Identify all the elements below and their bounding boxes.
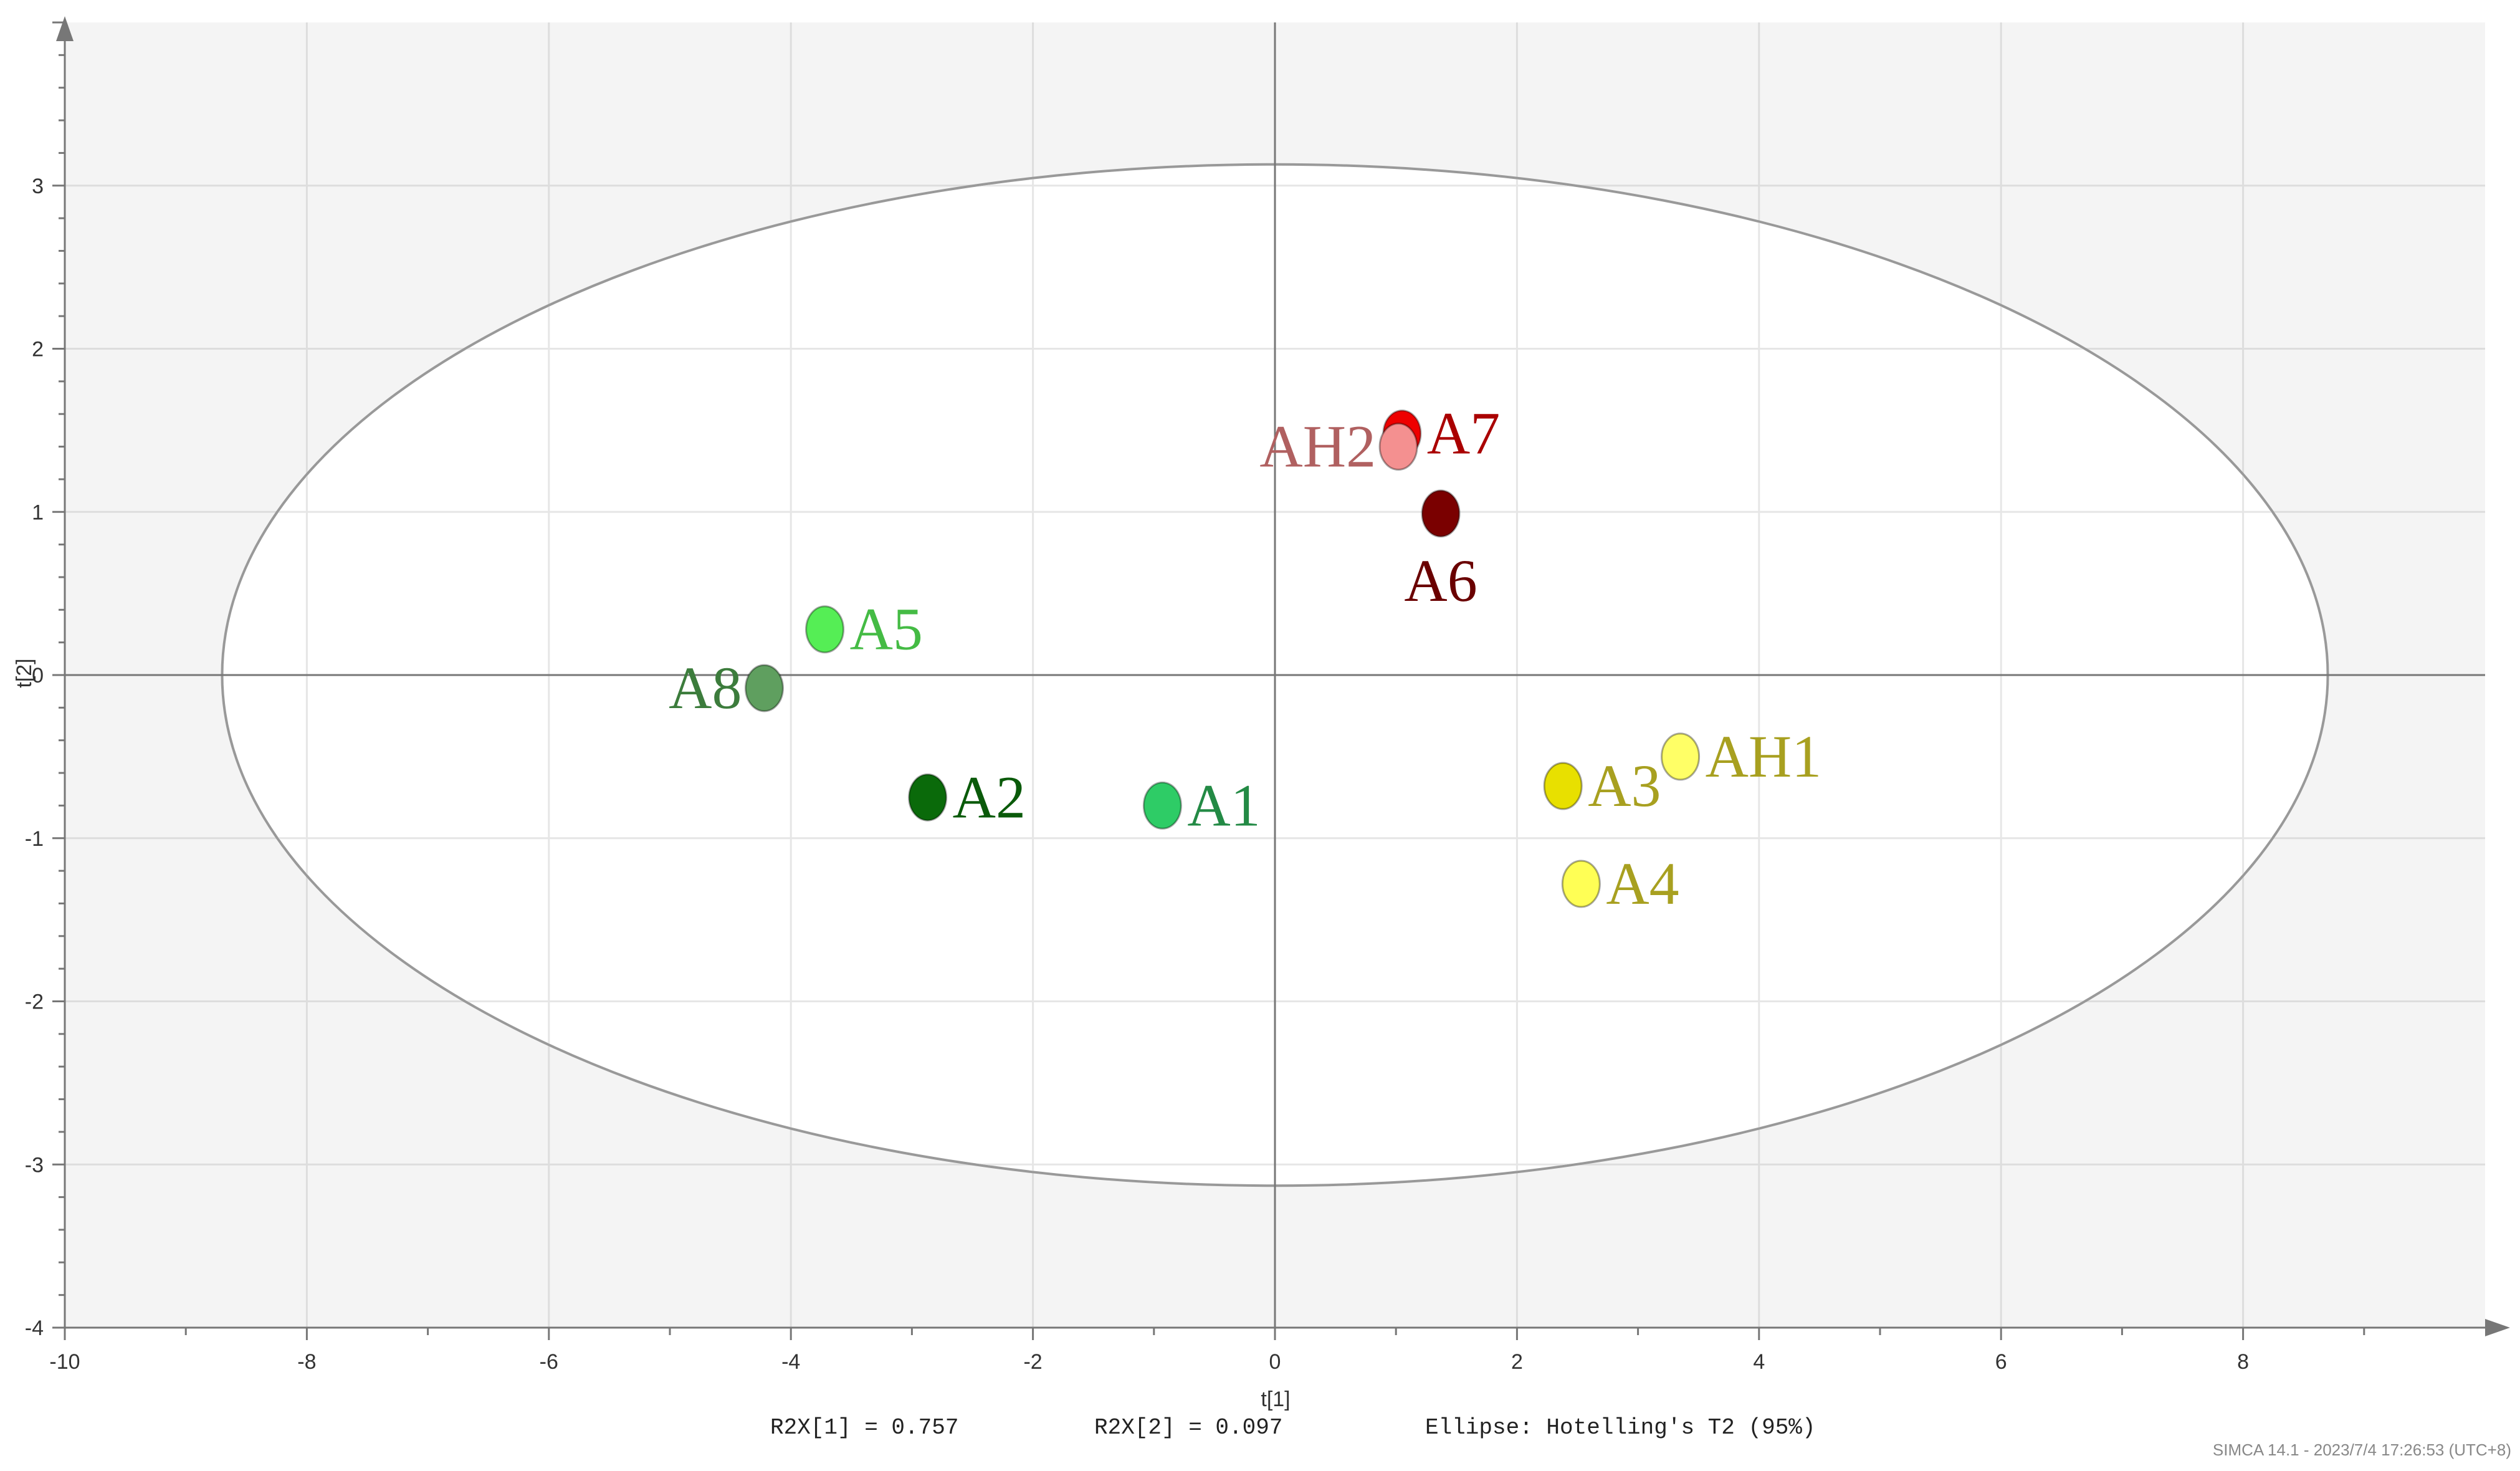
point-label-a3: A3	[1588, 752, 1661, 819]
x-tick-label: 0	[1269, 1350, 1281, 1374]
point-a1	[1142, 781, 1182, 830]
point-label-a4: A4	[1606, 850, 1679, 917]
x-tick-label: -8	[297, 1350, 316, 1374]
point-label-a6: A6	[1404, 547, 1477, 614]
software-credit: SIMCA 14.1 - 2023/7/4 17:26:53 (UTC+8)	[2213, 1440, 2511, 1459]
point-label-a1: A1	[1187, 772, 1260, 838]
y-axis-arrow	[56, 16, 74, 41]
r2x1-annotation: R2X[1] = 0.757	[770, 1415, 958, 1440]
x-tick-label: 4	[1753, 1350, 1765, 1374]
point-label-a2: A2	[953, 764, 1026, 830]
y-tick-label: -4	[25, 1316, 44, 1340]
y-tick-labels: -4 -3 -2 -1 0 1 2 3	[25, 175, 44, 1340]
ellipse-annotation: Ellipse: Hotelling's T2 (95%)	[1425, 1415, 1816, 1440]
r2x2-annotation: R2X[2] = 0.097	[1094, 1415, 1282, 1440]
point-a3	[1543, 762, 1583, 810]
axes	[52, 16, 2510, 1340]
point-ah1	[1661, 732, 1701, 781]
zero-lines	[65, 22, 2485, 1328]
x-tick-label: -6	[540, 1350, 558, 1374]
x-tick-label: 8	[2237, 1350, 2249, 1374]
x-tick-label: 2	[1511, 1350, 1523, 1374]
data-points	[744, 410, 1701, 908]
point-label-a7: A7	[1427, 400, 1500, 467]
point-ah2	[1378, 423, 1418, 471]
y-tick-label: -2	[25, 990, 44, 1014]
x-tick-label: -2	[1023, 1350, 1042, 1374]
y-axis-title: t[2]	[12, 658, 36, 688]
x-tick-label: 6	[1995, 1350, 2007, 1374]
x-tick-label: -4	[781, 1350, 800, 1374]
y-tick-label: 1	[32, 501, 44, 524]
point-labels: A7 AH2 A6 A5 A8 A2 A1 A3 AH1 A4	[669, 400, 1821, 917]
y-tick-label: -3	[25, 1153, 44, 1177]
point-label-ah2: AH2	[1259, 413, 1376, 480]
point-a8	[744, 664, 784, 712]
x-axis-arrow	[2485, 1319, 2510, 1336]
point-a5	[805, 605, 845, 654]
point-a2	[908, 773, 948, 822]
x-tick-labels: -10 -8 -6 -4 -2 0 2 4 6 8	[49, 1350, 2249, 1374]
point-a4	[1561, 860, 1601, 908]
y-tick-label: -1	[25, 827, 44, 851]
y-tick-label: 2	[32, 338, 44, 362]
point-label-a8: A8	[669, 654, 742, 721]
y-tick-label: 0	[32, 664, 44, 688]
point-a6	[1421, 489, 1461, 538]
point-label-ah1: AH1	[1706, 723, 1822, 790]
x-tick-label: -10	[49, 1350, 80, 1374]
y-tick-label: 3	[32, 175, 44, 198]
point-label-a5: A5	[850, 596, 923, 663]
x-axis-title: t[1]	[1261, 1387, 1290, 1411]
